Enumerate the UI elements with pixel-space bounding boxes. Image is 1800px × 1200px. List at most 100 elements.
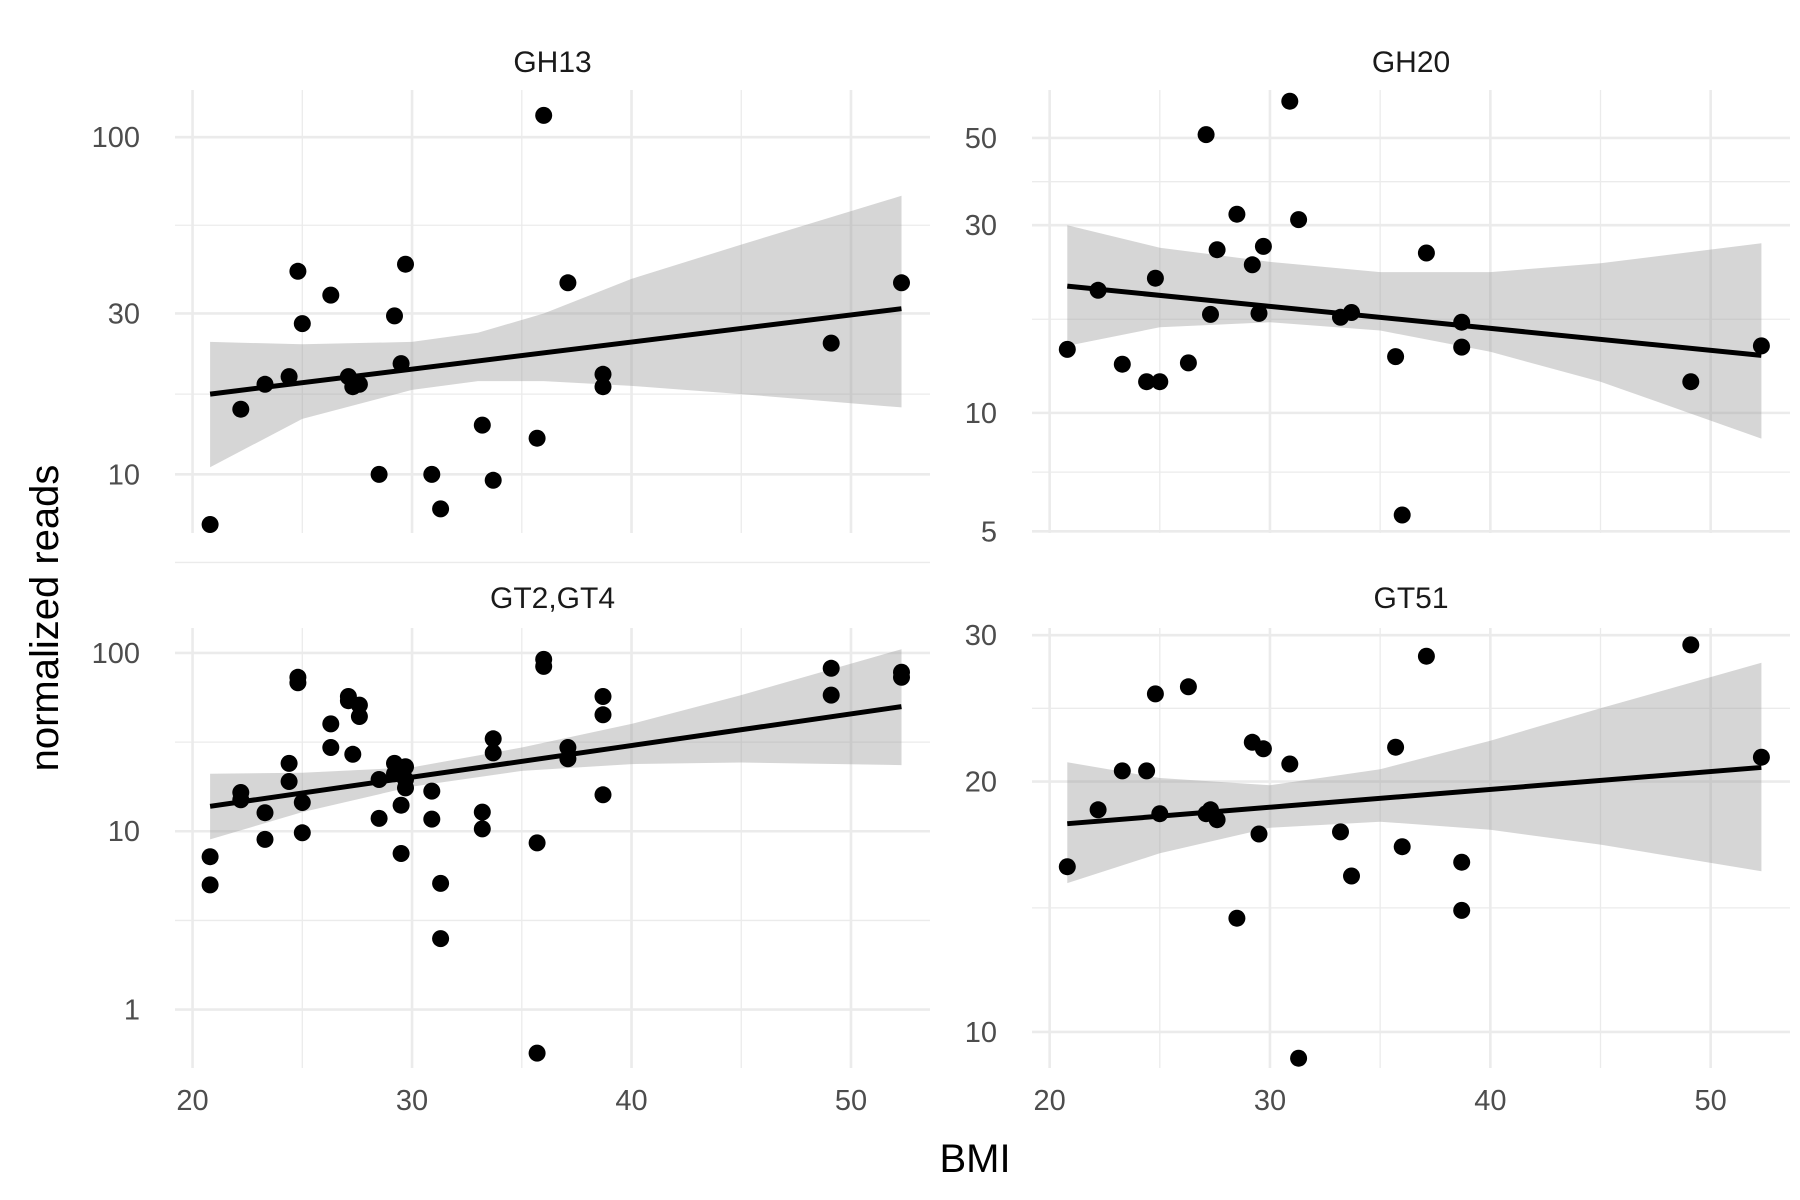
- data-point: [484, 471, 502, 489]
- data-point: [1058, 340, 1076, 358]
- data-point: [370, 465, 388, 483]
- y-tick-label: 30: [965, 210, 997, 242]
- data-point: [822, 686, 840, 704]
- panel-gt51: 20 30 40 50 10 20 30 GT51: [965, 582, 1790, 1117]
- panel-gh20: 5 10 30 50 GH20: [965, 46, 1790, 548]
- data-point: [1417, 244, 1435, 262]
- y-tick-label: 30: [108, 298, 140, 330]
- data-point: [370, 809, 388, 827]
- data-point: [201, 516, 219, 533]
- data-point: [350, 708, 368, 725]
- data-point: [392, 796, 410, 814]
- data-point: [289, 262, 307, 280]
- panel-gh13: 10 30 100 GH13: [92, 46, 930, 564]
- data-point: [1138, 373, 1156, 391]
- data-point: [280, 368, 298, 386]
- data-point: [1228, 909, 1246, 927]
- data-point: [1197, 126, 1215, 144]
- data-point: [293, 824, 311, 842]
- data-point: [350, 375, 368, 393]
- confidence-band: [210, 195, 902, 468]
- data-point: [201, 876, 219, 894]
- data-point: [1387, 348, 1405, 366]
- regression-line: [1067, 764, 1762, 827]
- data-point: [322, 739, 340, 756]
- y-tick-label: 50: [965, 123, 997, 155]
- data-point: [432, 500, 450, 518]
- data-point: [322, 715, 340, 733]
- data-point: [293, 794, 311, 811]
- data-point: [1113, 762, 1131, 780]
- data-point: [256, 804, 274, 822]
- data-point: [1208, 811, 1226, 829]
- data-point: [423, 810, 441, 828]
- data-point: [1138, 762, 1156, 780]
- data-point: [423, 465, 441, 483]
- data-point: [1250, 825, 1268, 843]
- data-point: [1682, 636, 1700, 654]
- data-point: [1089, 801, 1107, 819]
- data-point: [1453, 338, 1471, 356]
- facet-title: GH13: [513, 46, 591, 79]
- data-point: [1752, 748, 1770, 766]
- data-point: [1243, 256, 1261, 274]
- data-point: [1453, 853, 1471, 871]
- y-axis-title: normalized reads: [23, 465, 67, 772]
- data-point: [594, 378, 612, 396]
- data-point: [535, 106, 553, 124]
- data-point: [473, 416, 491, 434]
- data-point: [594, 365, 612, 383]
- data-point: [386, 307, 403, 325]
- data-point: [473, 803, 491, 821]
- data-point: [1281, 92, 1299, 110]
- data-point: [397, 758, 414, 776]
- data-point: [1387, 738, 1405, 756]
- data-point: [1393, 838, 1411, 856]
- data-point: [1453, 901, 1471, 919]
- confidence-band: [1067, 662, 1762, 884]
- data-point: [535, 657, 553, 675]
- data-point: [822, 334, 840, 352]
- y-tick-label: 100: [92, 122, 140, 154]
- data-point: [594, 706, 612, 724]
- data-point: [559, 274, 577, 292]
- x-tick-label: 30: [396, 1085, 428, 1117]
- data-point: [473, 820, 491, 838]
- x-tick-label: 40: [615, 1085, 647, 1117]
- data-point: [1332, 823, 1349, 841]
- data-point: [1113, 355, 1131, 373]
- confidence-band: [210, 649, 902, 840]
- facet-title: GT2,GT4: [490, 582, 615, 615]
- data-point: [232, 400, 250, 418]
- data-point: [528, 834, 546, 852]
- data-point: [528, 429, 546, 447]
- data-point: [528, 1044, 546, 1062]
- data-point: [1058, 858, 1076, 876]
- y-tick-label: 10: [108, 459, 140, 491]
- regression-line: [1067, 283, 1762, 358]
- y-tick-label: 5: [981, 516, 997, 548]
- x-tick-label: 50: [1695, 1085, 1727, 1117]
- facet-title: GT51: [1373, 582, 1448, 615]
- data-point: [893, 668, 910, 686]
- data-point: [289, 674, 307, 692]
- data-point: [1254, 740, 1272, 758]
- data-point: [1179, 678, 1197, 696]
- data-point: [432, 930, 450, 948]
- data-point: [397, 255, 414, 273]
- confidence-band: [1067, 225, 1762, 439]
- y-tick-label: 100: [92, 638, 140, 670]
- x-axis-title: BMI: [939, 1137, 1010, 1181]
- data-point: [1208, 241, 1226, 259]
- data-point: [594, 688, 612, 705]
- data-point: [392, 845, 410, 862]
- regression-line: [209, 306, 902, 397]
- data-point: [1682, 373, 1700, 391]
- data-point: [822, 659, 840, 677]
- data-point: [1290, 1049, 1308, 1067]
- y-tick-label: 30: [965, 620, 997, 652]
- y-tick-label: 10: [965, 398, 997, 430]
- data-point: [322, 286, 340, 304]
- facet-title: GH20: [1372, 46, 1450, 79]
